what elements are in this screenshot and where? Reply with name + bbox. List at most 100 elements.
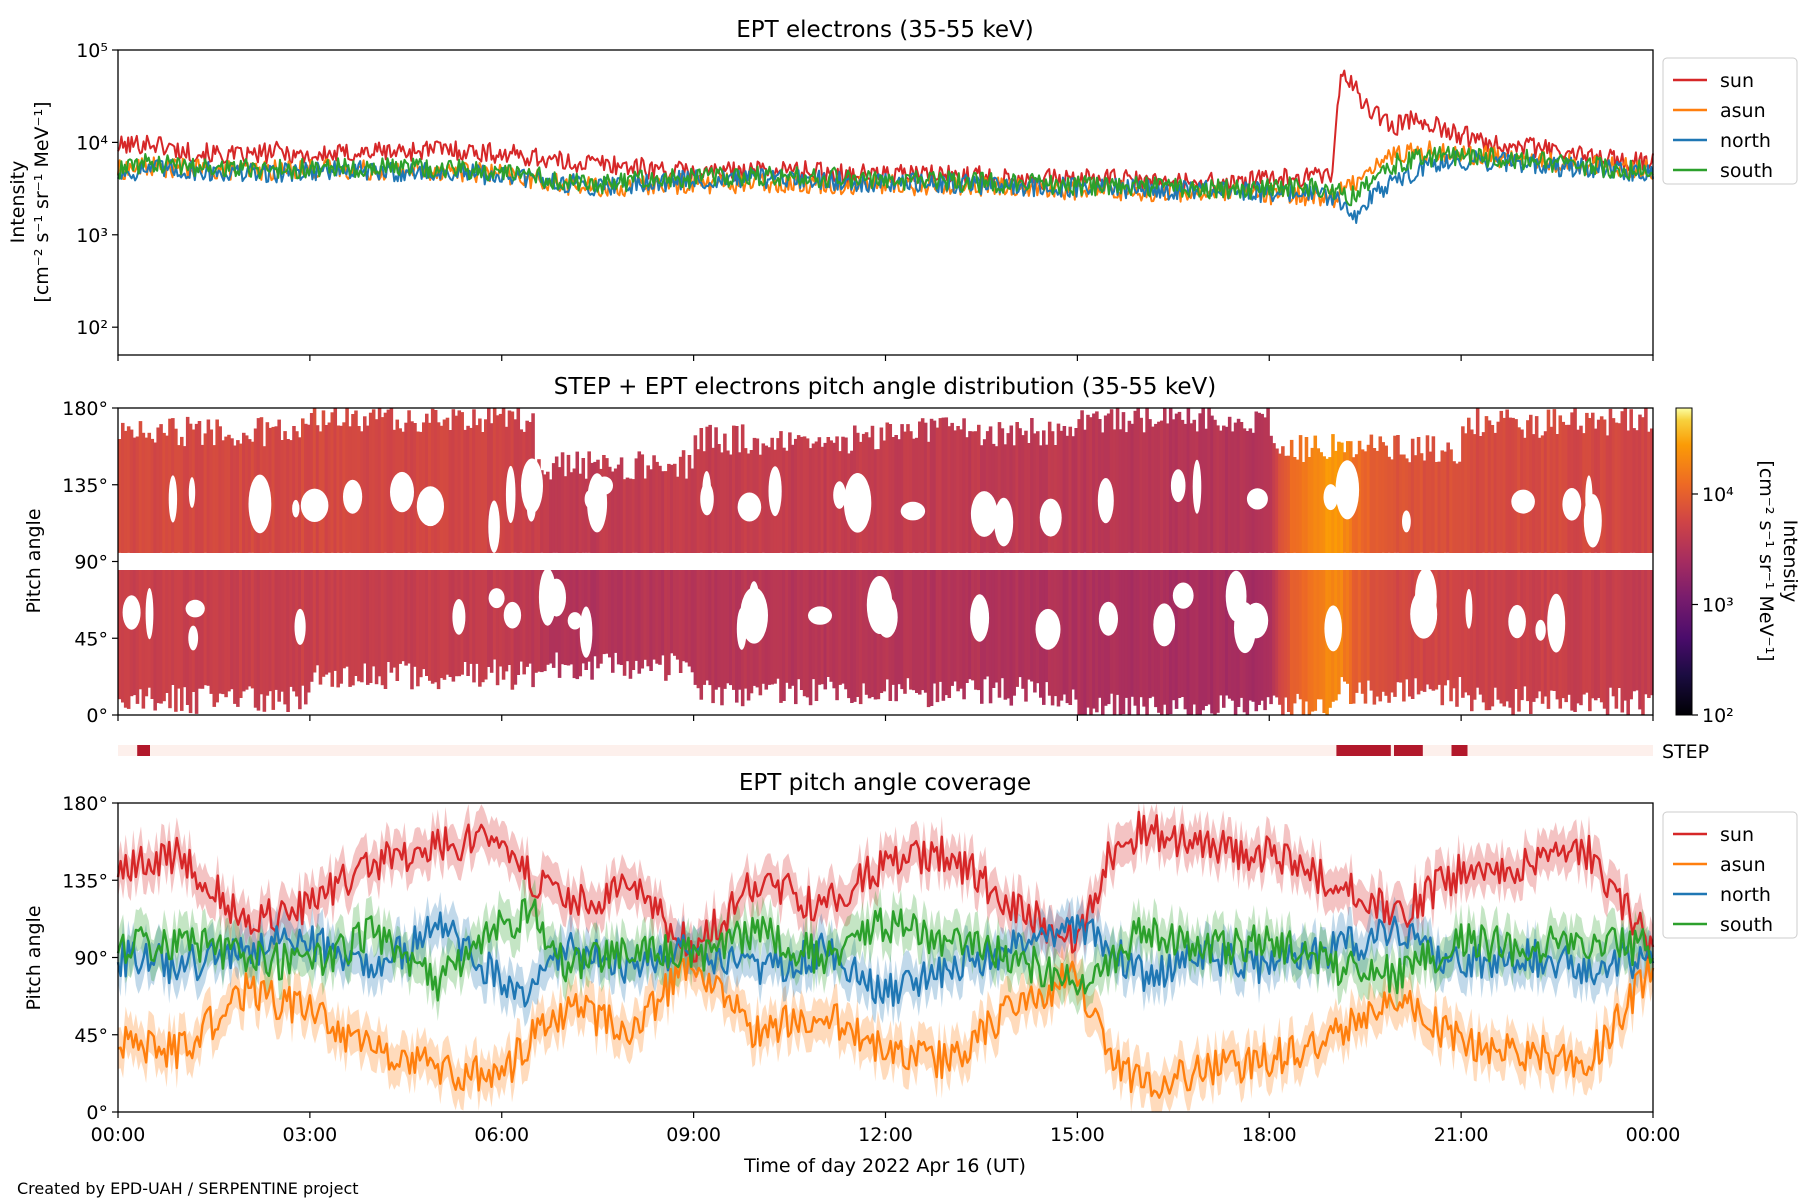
- pad-strip: [1284, 455, 1288, 553]
- pad-gap: [1465, 588, 1473, 629]
- pad-strip: [909, 570, 913, 690]
- pad-strip: [368, 570, 373, 683]
- pad-strip: [708, 570, 712, 686]
- pad-strip: [1275, 570, 1279, 698]
- coverage-ytick-label: 180°: [62, 793, 108, 815]
- pad-strip: [646, 465, 650, 553]
- pad-ylabel: Pitch angle: [23, 508, 45, 613]
- pad-strip: [1168, 408, 1173, 553]
- pad-gap: [1508, 604, 1526, 639]
- pad-gap: [1535, 619, 1546, 641]
- pad-strip: [540, 570, 544, 673]
- pad-strip: [1033, 570, 1037, 693]
- pad-strip: [1393, 570, 1397, 697]
- pad-strip: [478, 418, 482, 553]
- pad-strip: [410, 570, 414, 690]
- pad-strip: [1608, 408, 1613, 553]
- pad-strip: [1594, 570, 1598, 701]
- coverage-panel: EPT pitch angle coverage 0° 45° 90° 135° 180…: [23, 770, 1798, 1177]
- pad-strip: [374, 570, 379, 685]
- pad-strip: [823, 442, 828, 553]
- pad-strip: [1289, 439, 1294, 553]
- pad-strip: [132, 437, 137, 553]
- pad-strip: [782, 447, 786, 553]
- pad-strip: [1434, 462, 1439, 553]
- pad-strip: [912, 570, 916, 691]
- pad-strip: [670, 570, 674, 654]
- pad-gap: [168, 475, 178, 523]
- pad-strip: [1148, 570, 1152, 699]
- pad-strip: [799, 436, 804, 553]
- pad-strip: [1089, 417, 1093, 553]
- pad-strip: [705, 570, 709, 681]
- pad-strip: [274, 570, 279, 690]
- pad-strip: [1408, 570, 1412, 697]
- pad-strip: [1272, 570, 1276, 696]
- pad-strip: [1027, 443, 1031, 553]
- pad-strip: [1133, 410, 1138, 553]
- pad-strip: [1000, 570, 1005, 679]
- pad-strip: [1487, 420, 1492, 553]
- pad-strip: [200, 570, 205, 689]
- pad-strip: [121, 422, 125, 553]
- pad-strip: [525, 570, 529, 667]
- pad-strip: [991, 570, 996, 688]
- pad-strip: [487, 570, 491, 667]
- pad-strip: [1481, 432, 1486, 553]
- pad-strip: [782, 570, 786, 701]
- pad-strip: [817, 437, 822, 553]
- pad-strip: [873, 570, 878, 700]
- pad-strip: [1605, 570, 1610, 715]
- pad-strip: [581, 458, 586, 553]
- pad-strip: [1644, 408, 1648, 553]
- pad-strip: [950, 570, 954, 686]
- pad-gap: [1410, 589, 1438, 639]
- pad-strip: [442, 419, 447, 553]
- pad-strip: [457, 410, 462, 553]
- pad-strip: [1635, 430, 1639, 553]
- pad-strip: [613, 468, 618, 553]
- pad-strip: [732, 425, 736, 553]
- pad-strip: [1493, 432, 1498, 553]
- pad-strip: [368, 412, 373, 553]
- pad-strip: [1596, 419, 1601, 553]
- pad-strip: [546, 471, 550, 553]
- pad-strip: [1281, 570, 1285, 715]
- pad-strip: [1467, 417, 1471, 553]
- pad-strip: [885, 422, 890, 553]
- pad-strip: [1505, 570, 1509, 702]
- pad-strip: [841, 570, 845, 684]
- pad-strip: [327, 422, 332, 553]
- pad-strip: [144, 437, 149, 553]
- pad-strip: [212, 445, 217, 553]
- pad-strip: [1384, 445, 1388, 553]
- pad-strip: [540, 470, 544, 553]
- pad-strip: [304, 570, 308, 705]
- pad-strip: [1588, 570, 1592, 712]
- pad-gap: [505, 465, 516, 524]
- pad-strip: [634, 570, 639, 661]
- pad-strip: [732, 570, 736, 690]
- pad-strip: [785, 450, 789, 553]
- pad-gap: [503, 601, 522, 629]
- pad-strip: [1071, 436, 1076, 553]
- pad-strip: [903, 431, 907, 553]
- pad-strip: [1068, 570, 1073, 705]
- pad-strip: [118, 570, 122, 700]
- pad-strip: [534, 570, 538, 673]
- pad-strip: [929, 570, 934, 706]
- pad-strip: [1083, 429, 1087, 553]
- pad-strip: [262, 570, 267, 712]
- pad-strip: [1089, 570, 1093, 715]
- pad-gap: [521, 458, 543, 514]
- pad-strip: [994, 446, 999, 553]
- pad-strip: [478, 570, 482, 687]
- pad-strip: [802, 436, 807, 553]
- coverage-line-sun: [116, 810, 1655, 963]
- pad-strip: [1573, 570, 1577, 712]
- pad-strip: [1006, 433, 1011, 553]
- pad-strip: [1213, 570, 1217, 715]
- pad-strip: [1484, 416, 1489, 553]
- pad-strip: [1390, 459, 1394, 553]
- pad-strip: [315, 570, 320, 666]
